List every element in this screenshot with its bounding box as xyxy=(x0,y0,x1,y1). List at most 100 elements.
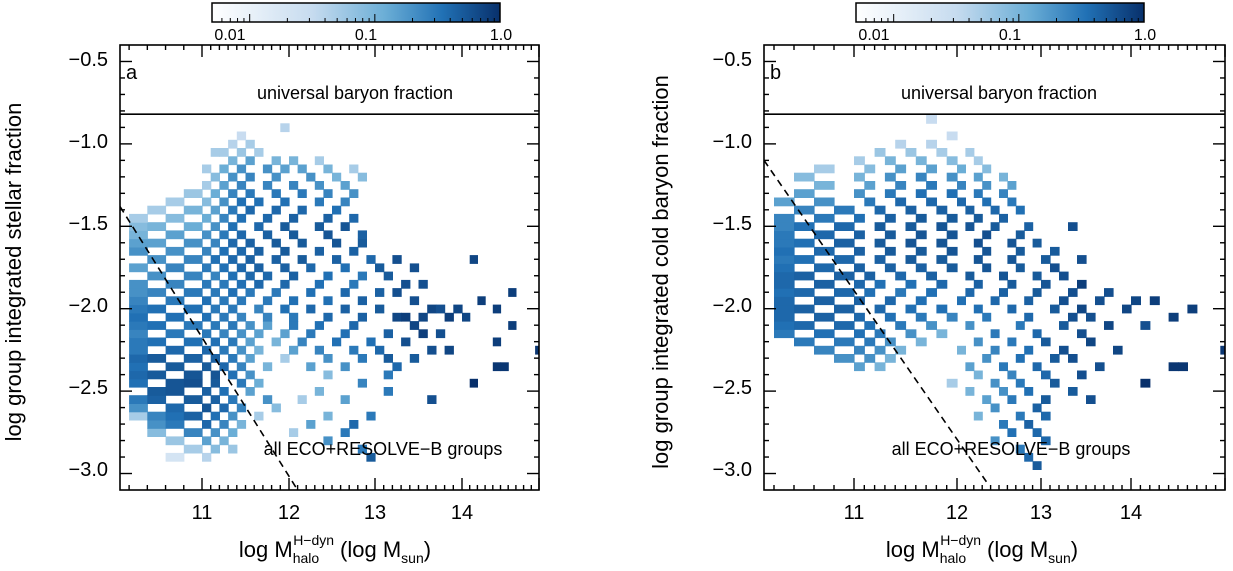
heatmap-cell xyxy=(1032,271,1042,281)
heatmap-cell xyxy=(254,345,264,355)
heatmap-cell xyxy=(210,255,220,264)
heatmap-cell xyxy=(864,337,876,347)
heatmap-cell xyxy=(254,148,264,157)
heatmap-cell xyxy=(306,263,316,273)
heatmap-cell xyxy=(129,279,148,289)
heatmap-cell xyxy=(926,197,937,207)
heatmap-cell xyxy=(1050,378,1060,388)
heatmap-cell xyxy=(236,246,247,256)
x-tick-label: 12 xyxy=(946,502,968,524)
heatmap-cell xyxy=(262,164,273,174)
heatmap-cell xyxy=(500,362,509,372)
heatmap-cell xyxy=(280,279,290,289)
heatmap-cell xyxy=(864,197,876,207)
x-axis-label-prefix: log M xyxy=(239,537,293,562)
heatmap-cell xyxy=(1015,246,1025,256)
heatmap-cell xyxy=(129,230,148,240)
heatmap-cell xyxy=(228,255,238,264)
x-axis-label-suffix-sub: sun xyxy=(1048,550,1071,566)
heatmap-cell xyxy=(1059,271,1069,281)
y-tick-label: −2.0 xyxy=(713,295,752,317)
heatmap-cell xyxy=(147,255,167,264)
heatmap-cell xyxy=(905,148,917,157)
panel-a: 0.01 0.1 1.0 universal baryon fraction a… xyxy=(1,2,540,566)
heatmap-cell xyxy=(262,395,273,404)
heatmap-cell xyxy=(794,288,815,297)
y-tick-label: −1.0 xyxy=(69,131,108,153)
heatmap-cell xyxy=(314,156,324,166)
heatmap-cell xyxy=(864,271,876,281)
heatmap-cell xyxy=(147,321,167,330)
heatmap-cell xyxy=(905,329,917,339)
heatmap-cell xyxy=(973,172,983,182)
x-axis-label-sup: H−dyn xyxy=(940,532,981,548)
heatmap-cell xyxy=(183,238,203,248)
heatmap-cell xyxy=(884,230,896,240)
heatmap-cell xyxy=(183,222,203,231)
heatmap-cell xyxy=(982,197,992,207)
heatmap-cell xyxy=(1104,288,1114,297)
heatmap-cell xyxy=(147,354,167,363)
heatmap-cell xyxy=(236,362,247,372)
heatmap-cell xyxy=(236,197,247,207)
heatmap-cell xyxy=(375,304,385,314)
heatmap-cell xyxy=(884,172,896,182)
heatmap-cell xyxy=(874,304,886,314)
heatmap-cell xyxy=(936,222,948,231)
heatmap-cell xyxy=(999,271,1008,281)
heatmap-cell xyxy=(323,354,333,363)
heatmap-cell xyxy=(297,205,307,215)
heatmap-cell xyxy=(183,411,203,421)
heatmap-cell xyxy=(289,312,299,322)
heatmap-cell xyxy=(236,420,247,429)
heatmap-cell xyxy=(1086,337,1096,347)
heatmap-cell xyxy=(332,238,342,248)
heatmap-cell xyxy=(323,370,333,380)
heatmap-cell xyxy=(202,387,212,396)
heatmap-cell xyxy=(280,329,290,339)
heatmap-cell xyxy=(915,213,927,223)
heatmap-cell xyxy=(444,312,454,322)
heatmap-cell xyxy=(946,230,958,240)
heatmap-cell xyxy=(1050,304,1060,314)
heatmap-cell xyxy=(210,172,220,182)
heatmap-cell xyxy=(1168,362,1179,372)
heatmap-cell xyxy=(1104,321,1114,330)
colorbar-b-tick-label: 1.0 xyxy=(1134,27,1156,44)
y-tick-label: −2.0 xyxy=(69,295,108,317)
heatmap-cell xyxy=(1041,337,1051,347)
universal-baryon-label-a: universal baryon fraction xyxy=(257,83,453,103)
heatmap-cell xyxy=(210,428,220,437)
heatmap-cell xyxy=(245,354,255,363)
heatmap-cell xyxy=(183,428,203,437)
heatmap-cell xyxy=(854,172,865,182)
heatmap-cell xyxy=(323,271,333,281)
heatmap-cell xyxy=(210,411,220,421)
x-tick-labels-a: 11 12 13 14 xyxy=(192,502,474,524)
heatmap-cell xyxy=(854,263,865,273)
heatmap-cell xyxy=(165,436,185,446)
heatmap-cell xyxy=(895,139,907,149)
heatmap-cell xyxy=(349,246,359,256)
heatmap-cell xyxy=(245,370,255,380)
universal-baryon-label-b: universal baryon fraction xyxy=(901,83,1097,103)
heatmap-cell xyxy=(332,172,342,182)
heatmap-cell xyxy=(392,312,402,322)
heatmap-cell xyxy=(147,337,167,347)
heatmap-cell xyxy=(297,395,307,404)
heatmap-cell xyxy=(297,337,307,347)
annotation-a: all ECO+RESOLVE−B groups xyxy=(264,439,503,459)
heatmap-cell xyxy=(814,263,835,273)
heatmap-cell xyxy=(814,312,835,322)
heatmap-cell xyxy=(297,238,307,248)
heatmap-cell xyxy=(165,197,185,207)
heatmap-cell xyxy=(210,271,220,281)
heatmap-cell xyxy=(245,288,255,297)
heatmap-cell xyxy=(854,362,865,372)
heatmap-cell xyxy=(129,411,148,421)
heatmap-cell xyxy=(340,304,350,314)
heatmap-cell xyxy=(774,321,795,330)
heatmap-cell xyxy=(219,148,229,157)
heatmap-cell xyxy=(418,312,428,322)
heatmap-cell xyxy=(854,230,865,240)
